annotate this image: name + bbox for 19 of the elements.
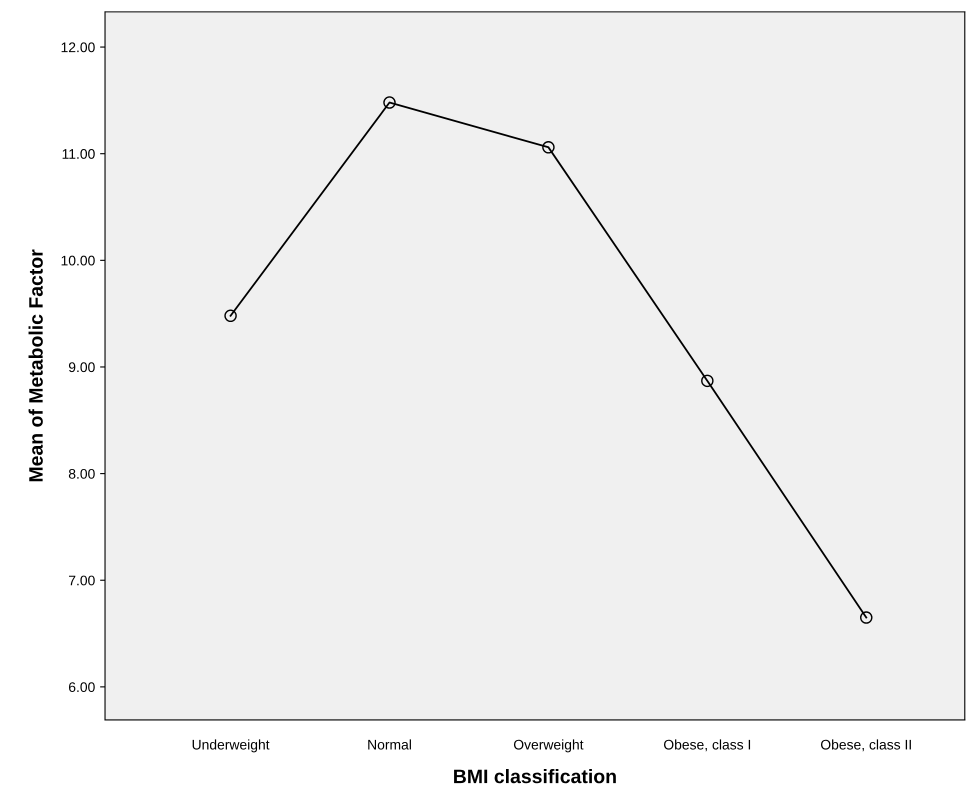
x-tick-label: Underweight (192, 739, 270, 752)
point (224, 310, 237, 322)
y-tick-label: 9.00 (68, 362, 95, 372)
point (542, 141, 555, 154)
y-tick-label: 10.00 (62, 256, 95, 266)
x-tick-label: Normal (368, 739, 411, 750)
x-tick-label: Obese, class I (664, 739, 750, 752)
x-tick-label: Overweight (514, 739, 584, 752)
y-tick-label: 8.00 (68, 468, 95, 479)
y-tick-label: 6.00 (68, 682, 95, 692)
y-tick-label: 11.00 (62, 149, 95, 159)
y-axis-title: Mean of Metabolic Factor (28, 250, 43, 482)
point (860, 611, 873, 624)
y-tick-label: 7.00 (68, 576, 95, 586)
y-tick-label: 12.00 (62, 42, 95, 52)
point (701, 374, 714, 388)
x-axis-title: BMI classification (454, 768, 616, 784)
x-tick-label: Obese, class II (820, 739, 911, 752)
point (383, 96, 396, 109)
